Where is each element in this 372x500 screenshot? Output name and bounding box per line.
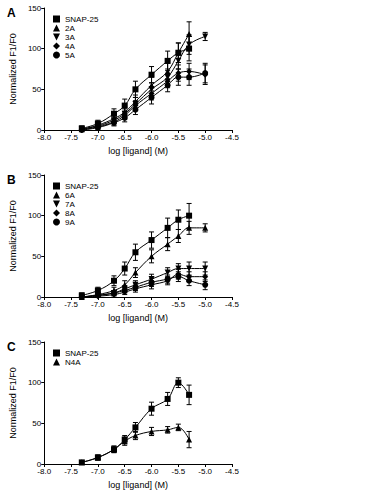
svg-text:-6.5: -6.5 [118,467,132,476]
svg-text:Normalized F1/F0: Normalized F1/F0 [8,200,18,272]
svg-text:9A: 9A [65,218,75,227]
svg-text:-7.0: -7.0 [91,133,105,142]
svg-text:-7.0: -7.0 [91,300,105,309]
svg-text:100: 100 [28,44,42,53]
svg-text:-7.5: -7.5 [64,133,78,142]
svg-text:-5.0: -5.0 [198,467,212,476]
svg-text:Normalized F1/F0: Normalized F1/F0 [8,33,18,105]
svg-text:SNAP-25: SNAP-25 [65,182,99,191]
svg-text:2A: 2A [65,24,75,33]
svg-text:-4.5: -4.5 [225,133,239,142]
svg-text:0: 0 [36,125,42,135]
svg-text:-8.0: -8.0 [37,300,51,309]
svg-text:100: 100 [28,211,42,220]
svg-text:50: 50 [32,85,41,94]
svg-text:150: 150 [28,4,42,13]
svg-text:50: 50 [32,252,41,261]
svg-text:-7.5: -7.5 [64,300,78,309]
svg-text:5A: 5A [65,51,75,60]
svg-text:-7.5: -7.5 [64,467,78,476]
svg-text:-4.5: -4.5 [225,300,239,309]
svg-text:-5.5: -5.5 [171,133,185,142]
svg-text:-5.5: -5.5 [171,300,185,309]
svg-text:100: 100 [28,378,42,387]
svg-text:SNAP-25: SNAP-25 [65,15,99,24]
svg-text:0: 0 [36,292,42,302]
svg-text:4A: 4A [65,42,75,51]
svg-text:-4.5: -4.5 [225,467,239,476]
svg-text:150: 150 [28,171,42,180]
svg-text:C: C [7,340,16,354]
svg-text:-7.0: -7.0 [91,467,105,476]
svg-text:log [ligand] (M): log [ligand] (M) [108,146,168,156]
svg-text:N4A: N4A [65,358,81,367]
svg-text:Normalized F1/F0: Normalized F1/F0 [8,367,18,439]
svg-text:log [ligand] (M): log [ligand] (M) [108,480,168,490]
svg-text:0: 0 [36,459,42,469]
svg-text:8A: 8A [65,209,75,218]
svg-text:B: B [7,173,16,187]
svg-text:SNAP-25: SNAP-25 [65,349,99,358]
svg-text:-5.5: -5.5 [171,467,185,476]
svg-text:50: 50 [32,419,41,428]
svg-text:-6.0: -6.0 [145,467,159,476]
svg-text:7A: 7A [65,200,75,209]
svg-text:150: 150 [28,338,42,347]
svg-text:3A: 3A [65,33,75,42]
svg-text:A: A [7,6,16,20]
svg-text:-6.5: -6.5 [118,300,132,309]
svg-text:-8.0: -8.0 [37,133,51,142]
svg-text:-5.0: -5.0 [198,133,212,142]
svg-text:-5.0: -5.0 [198,300,212,309]
svg-text:-6.0: -6.0 [145,300,159,309]
svg-text:-6.5: -6.5 [118,133,132,142]
svg-text:log [ligand] (M): log [ligand] (M) [108,313,168,323]
svg-text:-8.0: -8.0 [37,467,51,476]
svg-text:6A: 6A [65,191,75,200]
svg-text:-6.0: -6.0 [145,133,159,142]
